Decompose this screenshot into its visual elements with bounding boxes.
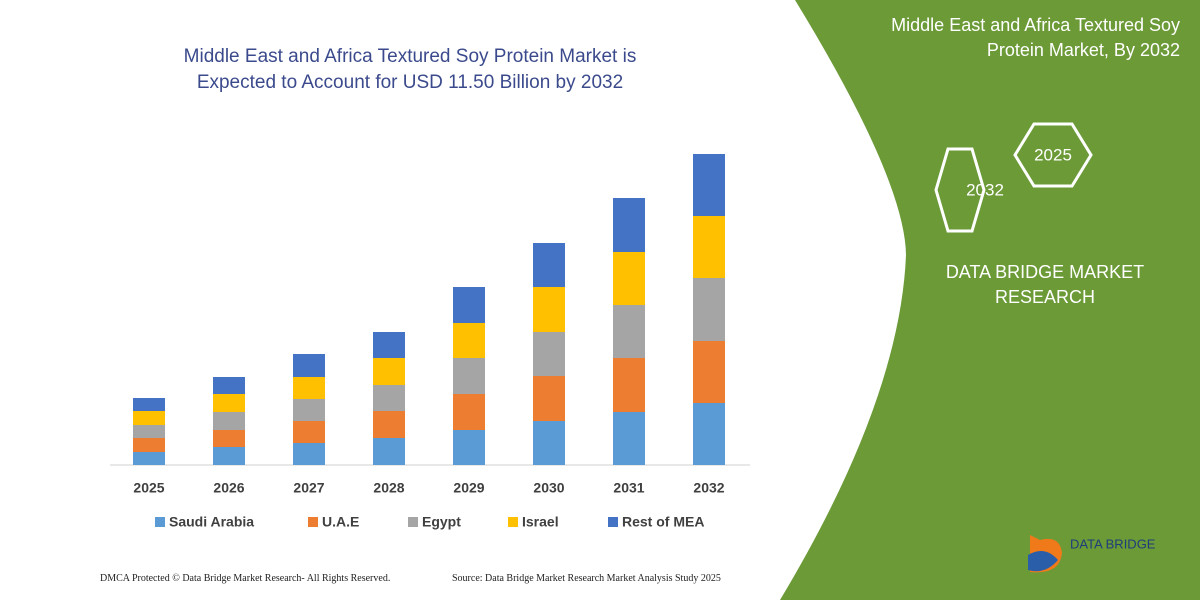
chart: 2025 2026 2027 2028 2029 2030 2031 2032 Saudi Ar…	[110, 154, 750, 530]
bar-segment	[213, 430, 245, 447]
bar-segment	[293, 443, 325, 465]
bar-segment	[293, 421, 325, 443]
bar-segment	[213, 447, 245, 465]
legend-label: Rest of MEA	[622, 514, 704, 530]
bar-segment	[133, 452, 165, 465]
bar-segment	[133, 398, 165, 411]
bar-segment	[453, 430, 485, 465]
x-tick-label: 2027	[293, 480, 324, 496]
bar-segment	[213, 394, 245, 412]
bar-segment	[613, 412, 645, 465]
x-tick-label: 2031	[613, 480, 644, 496]
logo-text: DATA BRIDGE	[1070, 536, 1156, 551]
bar-segment	[613, 252, 645, 305]
hexagon-label: 2032	[966, 180, 1004, 199]
bar-segment	[453, 287, 485, 323]
legend-label: U.A.E	[322, 514, 359, 530]
legend-label: Israel	[522, 514, 559, 530]
bar-segment	[373, 358, 405, 385]
legend-swatch	[308, 517, 318, 527]
footer-copyright: DMCA Protected © Data Bridge Market Rese…	[100, 573, 391, 584]
bar-segment	[533, 332, 565, 376]
bar-segment	[533, 243, 565, 287]
bar-segment	[293, 354, 325, 377]
bar-segment	[533, 376, 565, 421]
hexagon	[934, 147, 986, 233]
x-tick-label: 2025	[133, 480, 164, 496]
bar-segment	[293, 399, 325, 421]
x-tick-label: 2029	[453, 480, 484, 496]
bar-segment	[693, 403, 725, 465]
bar-segment	[293, 377, 325, 399]
side-title: Middle East and Africa Textured Soy Prot…	[891, 15, 1180, 60]
bar-segment	[213, 412, 245, 430]
legend-label: Egypt	[422, 514, 461, 530]
x-tick-label: 2028	[373, 480, 404, 496]
bar-segment	[373, 332, 405, 358]
x-tick-label: 2032	[693, 480, 724, 496]
bar-segment	[213, 377, 245, 394]
brand: DATA BRIDGE MARKET RESEARCH	[945, 262, 1145, 307]
legend-swatch	[155, 517, 165, 527]
chart-title: Middle East and Africa Textured Soy Prot…	[183, 46, 637, 93]
bar-segment	[373, 438, 405, 465]
bar-segment	[373, 411, 405, 438]
bar-segment	[133, 425, 165, 438]
bar-segment	[133, 411, 165, 425]
bar-segment	[533, 421, 565, 465]
bar-segment	[533, 287, 565, 332]
bar-segment	[693, 216, 725, 278]
bar-segment	[373, 385, 405, 411]
legend-swatch	[508, 517, 518, 527]
side-panel-bg	[780, 0, 1200, 600]
legend-swatch	[608, 517, 618, 527]
bar-segment	[453, 323, 485, 358]
footer-source: Source: Data Bridge Market Research Mark…	[452, 573, 721, 584]
legend-label: Saudi Arabia	[169, 514, 254, 530]
hexagon	[1013, 122, 1093, 188]
x-tick-label: 2026	[213, 480, 244, 496]
bar-segment	[693, 341, 725, 403]
bar-segment	[453, 358, 485, 394]
bar-segment	[613, 305, 645, 358]
bar-segment	[453, 394, 485, 430]
bar-segment	[613, 358, 645, 412]
bar-segment	[613, 198, 645, 252]
logo-mark	[1028, 551, 1058, 572]
bar-segment	[693, 154, 725, 216]
hexagon-label: 2025	[1034, 145, 1072, 164]
legend-swatch	[408, 517, 418, 527]
bar-segment	[133, 438, 165, 452]
x-tick-label: 2030	[533, 480, 564, 496]
bar-segment	[693, 278, 725, 341]
